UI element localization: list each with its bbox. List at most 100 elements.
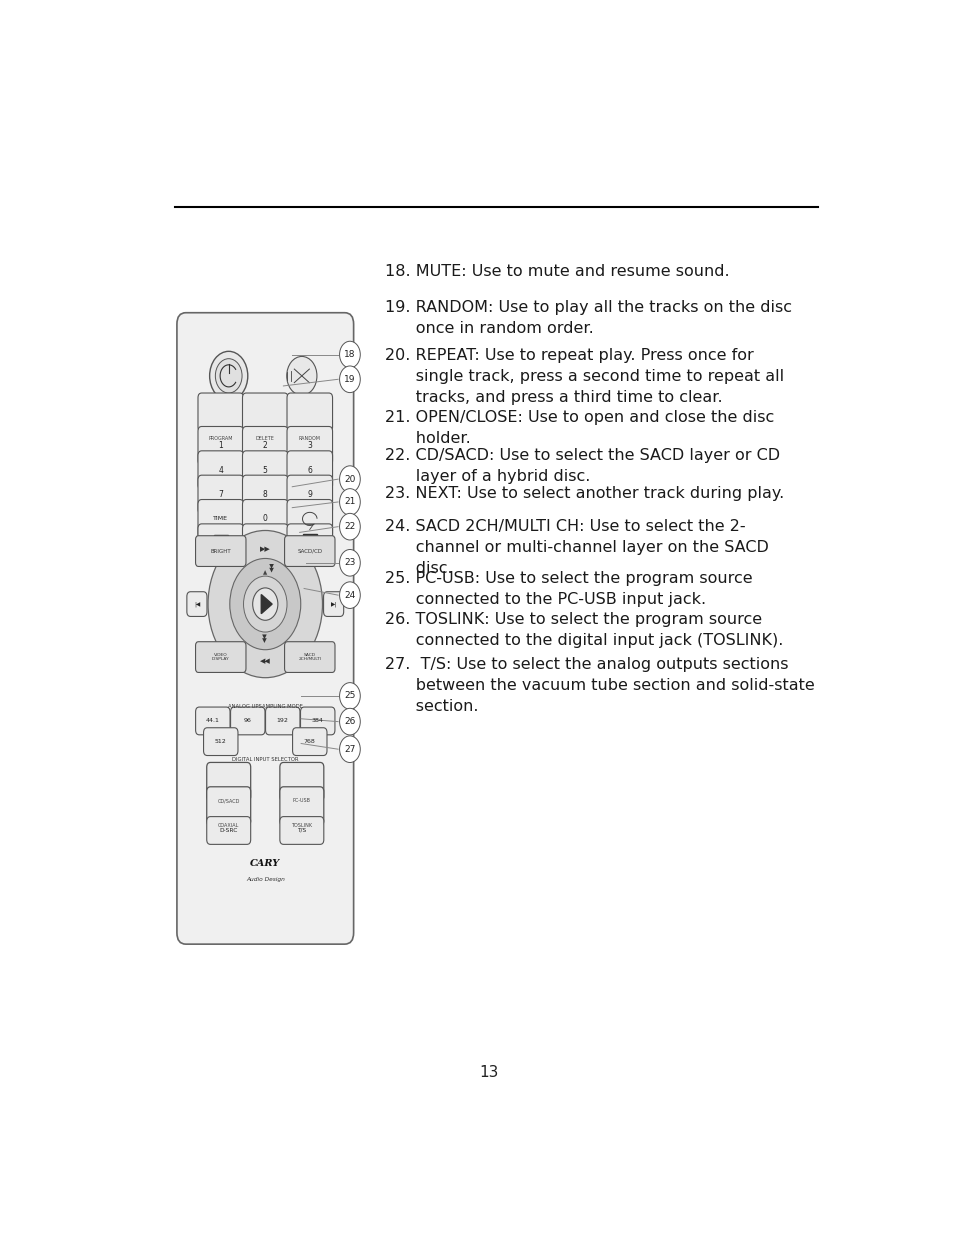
Text: 20: 20 [344,474,355,484]
Circle shape [339,489,360,515]
FancyBboxPatch shape [198,499,243,538]
FancyBboxPatch shape [287,524,333,563]
Text: tracks, and press a third time to clear.: tracks, and press a third time to clear. [385,390,722,405]
FancyBboxPatch shape [207,787,251,825]
FancyBboxPatch shape [176,312,354,944]
Text: 27: 27 [344,745,355,753]
FancyBboxPatch shape [284,642,335,672]
FancyBboxPatch shape [207,816,251,845]
FancyBboxPatch shape [242,426,288,466]
Text: 22. CD/SACD: Use to select the SACD layer or CD: 22. CD/SACD: Use to select the SACD laye… [385,448,780,463]
Text: once in random order.: once in random order. [385,321,594,336]
FancyBboxPatch shape [293,727,327,756]
Text: 20. REPEAT: Use to repeat play. Press once for: 20. REPEAT: Use to repeat play. Press on… [385,348,754,363]
Text: CD/SACD: CD/SACD [217,798,239,803]
FancyBboxPatch shape [187,592,207,616]
Text: DELETE: DELETE [255,436,274,441]
Text: SACD
2CH/MULTI: SACD 2CH/MULTI [298,653,321,662]
Text: ▶▶: ▶▶ [259,546,271,552]
Polygon shape [267,535,270,551]
Polygon shape [213,535,228,551]
Polygon shape [303,540,316,551]
Text: PC-USB: PC-USB [293,798,311,803]
Text: 2: 2 [263,441,268,451]
FancyBboxPatch shape [323,592,343,616]
FancyBboxPatch shape [287,451,333,489]
FancyBboxPatch shape [242,499,288,538]
Circle shape [208,531,322,678]
FancyBboxPatch shape [300,708,335,735]
Circle shape [339,514,360,540]
Text: 23: 23 [344,558,355,567]
Text: 512: 512 [214,739,227,745]
FancyBboxPatch shape [195,708,230,735]
Text: 18: 18 [344,350,355,359]
Text: 23. NEXT: Use to select another track during play.: 23. NEXT: Use to select another track du… [385,485,784,500]
Circle shape [243,576,287,632]
Text: 44.1: 44.1 [206,719,219,724]
FancyBboxPatch shape [265,708,299,735]
Text: 24: 24 [344,590,355,600]
Circle shape [339,683,360,709]
Text: BRIGHT: BRIGHT [211,548,231,553]
FancyBboxPatch shape [231,708,265,735]
FancyBboxPatch shape [279,787,323,825]
Circle shape [339,366,360,393]
FancyBboxPatch shape [242,451,288,489]
Polygon shape [261,594,272,614]
Text: ▶|: ▶| [330,601,336,606]
Text: TIME: TIME [213,516,228,521]
Text: CARY: CARY [250,860,280,868]
Text: ▶▶: ▶▶ [267,562,273,572]
Text: 24. SACD 2CH/MULTI CH: Use to select the 2-: 24. SACD 2CH/MULTI CH: Use to select the… [385,519,745,534]
FancyBboxPatch shape [279,762,323,802]
Text: 1: 1 [218,441,223,451]
FancyBboxPatch shape [198,475,243,514]
FancyBboxPatch shape [195,536,246,567]
Text: 6: 6 [307,466,312,474]
Circle shape [339,550,360,576]
Text: 5: 5 [263,466,268,474]
FancyBboxPatch shape [198,393,243,432]
Text: DIGITAL INPUT SELECTOR: DIGITAL INPUT SELECTOR [232,757,298,762]
FancyBboxPatch shape [279,816,323,845]
Circle shape [339,709,360,735]
Text: connected to the digital input jack (TOSLINK).: connected to the digital input jack (TOS… [385,634,783,648]
Circle shape [287,357,316,395]
Text: PROGRAM: PROGRAM [209,436,233,441]
FancyBboxPatch shape [287,499,333,538]
Text: 22: 22 [344,522,355,531]
Text: 25: 25 [344,692,355,700]
Text: SACD/CD: SACD/CD [297,548,322,553]
Circle shape [210,351,248,400]
FancyBboxPatch shape [242,475,288,514]
Text: section.: section. [385,699,478,714]
FancyBboxPatch shape [195,642,246,672]
Circle shape [339,341,360,368]
Text: 0: 0 [263,515,268,524]
FancyBboxPatch shape [242,524,288,563]
Circle shape [339,736,360,762]
FancyBboxPatch shape [198,451,243,489]
Text: 13: 13 [478,1065,498,1081]
Text: 19: 19 [344,374,355,384]
FancyBboxPatch shape [198,426,243,466]
Circle shape [339,582,360,609]
Circle shape [253,588,277,620]
Text: 21. OPEN/CLOSE: Use to open and close the disc: 21. OPEN/CLOSE: Use to open and close th… [385,410,774,425]
Text: RANDOM: RANDOM [298,436,320,441]
Text: 9: 9 [307,490,312,499]
FancyBboxPatch shape [284,536,335,567]
Text: connected to the PC-USB input jack.: connected to the PC-USB input jack. [385,593,706,608]
Text: 19. RANDOM: Use to play all the tracks on the disc: 19. RANDOM: Use to play all the tracks o… [385,300,792,315]
FancyBboxPatch shape [203,727,237,756]
Text: 384: 384 [312,719,323,724]
Text: D-SRC: D-SRC [219,827,237,832]
Text: single track, press a second time to repeat all: single track, press a second time to rep… [385,369,783,384]
Text: holder.: holder. [385,431,471,446]
Text: 27.  T/S: Use to select the analog outputs sections: 27. T/S: Use to select the analog output… [385,657,788,672]
Text: T/S: T/S [297,827,306,832]
Circle shape [339,466,360,493]
Polygon shape [260,535,263,551]
Text: ◀◀: ◀◀ [259,658,271,663]
